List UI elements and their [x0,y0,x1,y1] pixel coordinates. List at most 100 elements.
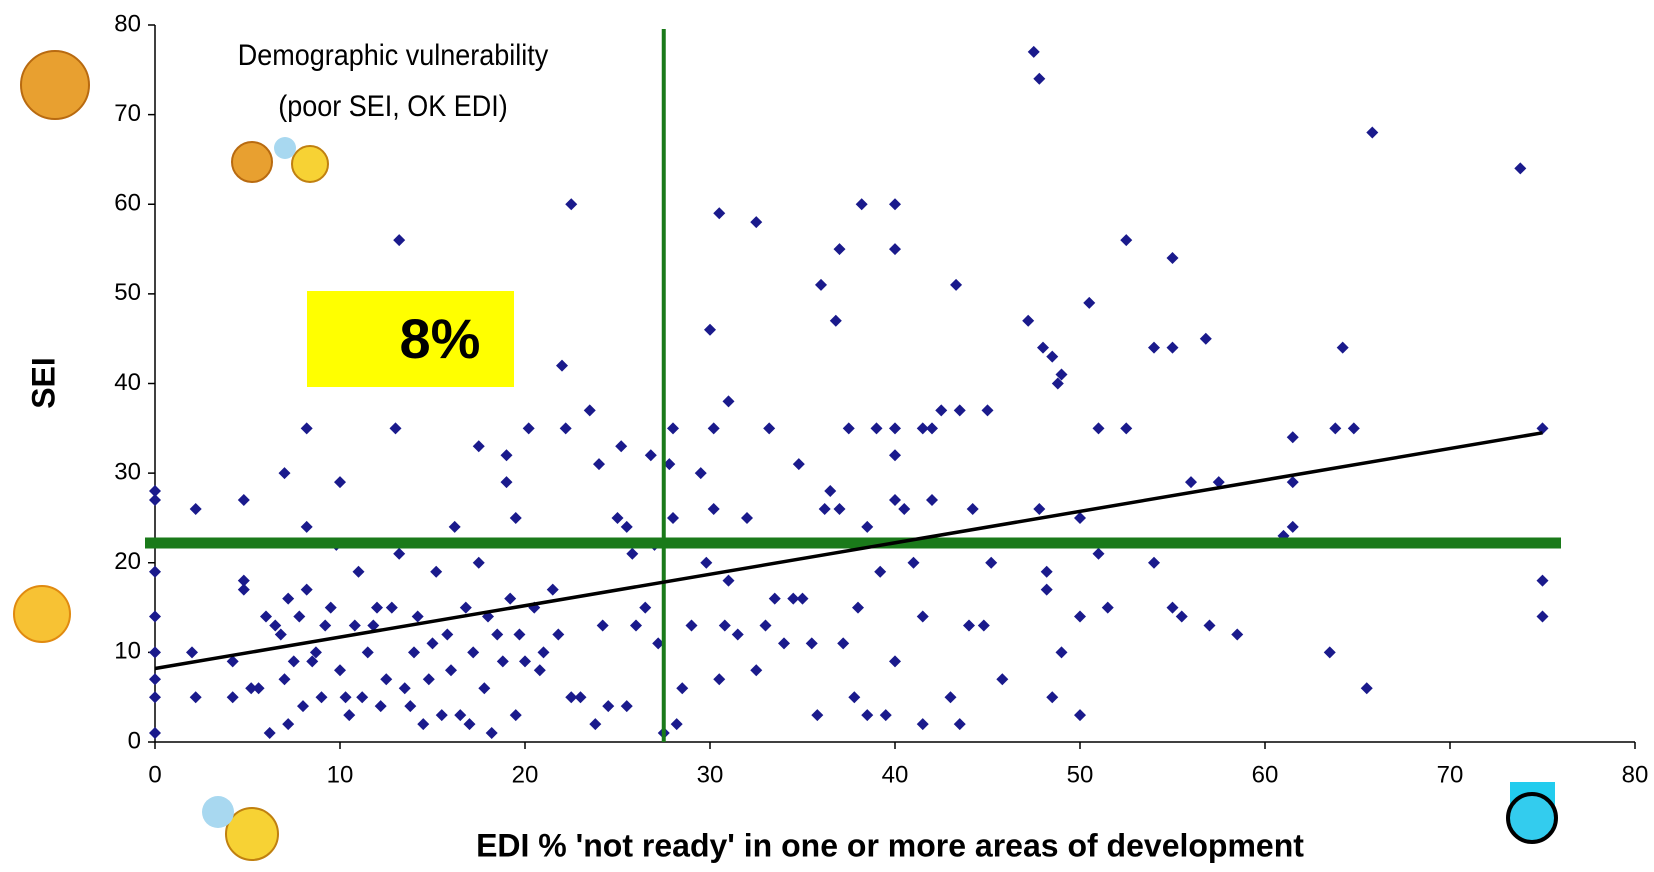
point [315,691,328,704]
point [966,502,979,515]
point [848,691,861,704]
annotation: Demographic vulnerability [238,39,549,73]
point [297,700,309,713]
point [759,619,772,632]
point [319,619,332,632]
point [463,718,476,731]
point [454,709,467,722]
point [417,718,430,731]
point [422,673,435,686]
point [445,664,457,677]
point [1083,296,1096,309]
point [694,467,707,480]
point [1092,547,1105,560]
point [977,619,990,632]
point [713,207,726,220]
y-tick-label: 50 [114,279,141,306]
point [950,278,963,291]
annotation: (poor SEI, OK EDI) [278,90,507,124]
point [818,502,831,515]
point [324,601,337,614]
point [750,216,763,229]
point [1199,332,1212,345]
point [374,700,387,713]
point [393,234,406,247]
y-tick-label: 40 [114,369,141,396]
point [1366,126,1379,139]
point [149,494,161,507]
point [149,646,161,659]
point [149,691,161,704]
point [522,422,535,435]
point [1286,431,1299,444]
point [348,619,361,632]
point [889,422,901,435]
point [676,682,689,695]
point [472,556,485,569]
point [398,682,411,695]
point [430,565,443,578]
x-tick-label: 70 [1437,761,1464,788]
point [611,511,624,524]
point [861,520,874,533]
point [309,646,322,659]
y-tick-label: 0 [128,727,141,754]
x-tick-label: 30 [697,761,724,788]
point [1055,646,1068,659]
point [306,655,319,668]
sad-face-icon [20,50,90,120]
point [1185,476,1197,489]
point [278,467,291,480]
point [574,691,587,704]
point [448,520,461,533]
point [787,592,800,605]
point [935,404,948,417]
point [1040,583,1053,596]
y-tick-label: 80 [114,10,141,37]
point [1286,520,1299,533]
point [626,547,639,560]
point [707,502,720,515]
y-tick-label: 20 [114,548,141,575]
point [252,682,265,695]
point [1166,252,1179,265]
point [339,691,352,704]
point [741,511,753,524]
point [189,691,202,704]
point [426,637,439,650]
point [189,502,202,515]
point [707,422,720,435]
point [441,628,454,641]
point [811,709,824,722]
point [478,682,491,695]
point [356,691,369,704]
point [796,592,809,605]
point [537,646,550,659]
point [667,511,679,524]
happy-face-icon [225,807,279,861]
point [263,727,276,740]
x-tick-label: 10 [327,761,354,788]
point [546,583,559,596]
point [1514,162,1527,175]
point [500,449,513,462]
point [1055,368,1068,381]
point [226,655,239,668]
point [1101,601,1114,614]
point [519,655,531,668]
point [282,592,295,605]
point [639,601,652,614]
point [833,502,846,515]
point [644,449,657,462]
point [149,727,161,740]
point [589,718,602,731]
point [1074,511,1086,524]
point [334,664,346,677]
point [704,323,716,336]
point [805,637,818,650]
point [485,727,498,740]
point [389,422,402,435]
point [472,440,485,453]
point [1212,476,1225,489]
point [149,610,161,623]
